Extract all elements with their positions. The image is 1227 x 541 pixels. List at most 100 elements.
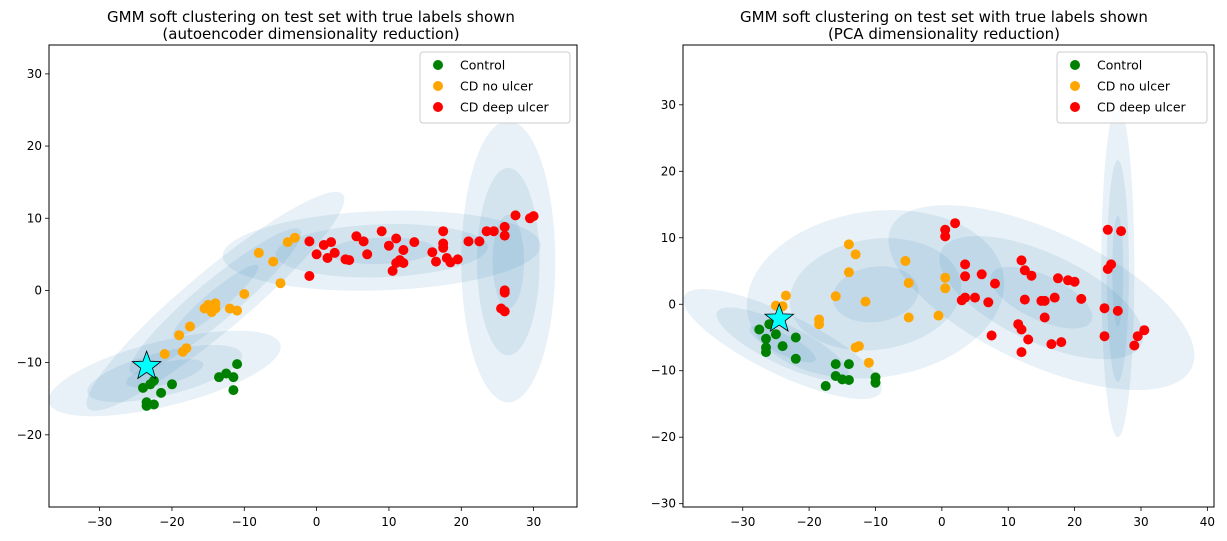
data-point xyxy=(1139,325,1150,336)
y-tick-label: −10 xyxy=(17,356,42,370)
data-point xyxy=(304,236,315,247)
legend: Control CD no ulcer CD deep ulcer xyxy=(419,51,571,124)
gmm-ellipse xyxy=(1106,160,1129,382)
chart-subtitle: (autoencoder dimensionality reduction) xyxy=(162,25,459,43)
data-point xyxy=(850,249,861,260)
gmm-ellipse xyxy=(832,266,919,323)
chart-subtitle: (PCA dimensionality reduction) xyxy=(828,25,1060,43)
pca-panel: GMM soft clustering on test set with tru… xyxy=(651,8,1215,529)
x-tick-label: 30 xyxy=(1133,515,1148,529)
data-point xyxy=(1016,255,1027,266)
data-point xyxy=(431,256,441,267)
data-point xyxy=(409,237,420,248)
gmm-ellipse xyxy=(1112,215,1124,327)
data-point xyxy=(499,287,510,298)
legend-label: CD no ulcer xyxy=(460,79,534,94)
data-point xyxy=(326,237,337,248)
data-point xyxy=(754,324,765,335)
data-point xyxy=(358,236,369,247)
legend: Control CD no ulcer CD deep ulcer xyxy=(1056,51,1208,124)
y-tick-label: 0 xyxy=(34,283,42,297)
data-point xyxy=(499,230,510,241)
data-point xyxy=(510,210,521,221)
legend-box xyxy=(1056,51,1208,124)
data-point xyxy=(528,211,539,222)
data-point xyxy=(853,341,864,352)
data-point xyxy=(1016,324,1027,335)
data-point xyxy=(960,292,971,303)
data-point xyxy=(167,379,177,390)
data-point xyxy=(940,283,951,294)
gmm-ellipse xyxy=(1101,104,1135,438)
y-tick-label: −20 xyxy=(651,430,676,444)
data-point xyxy=(391,233,402,244)
x-tick-label: 20 xyxy=(1067,515,1082,529)
data-point xyxy=(970,292,980,303)
y-tick-label: 10 xyxy=(661,231,676,245)
data-point xyxy=(863,357,874,368)
data-point xyxy=(1039,312,1050,323)
data-point xyxy=(463,236,474,247)
y-tick-label: 30 xyxy=(661,98,676,112)
data-point xyxy=(1116,226,1127,237)
data-point xyxy=(761,347,771,358)
data-point xyxy=(960,259,971,270)
data-point xyxy=(210,298,221,309)
data-point xyxy=(933,310,944,321)
data-point xyxy=(228,385,239,396)
data-point xyxy=(438,226,449,237)
data-point xyxy=(427,247,438,258)
x-tick-label: 20 xyxy=(454,515,469,529)
data-point xyxy=(1023,334,1034,345)
x-tick-label: 0 xyxy=(938,515,946,529)
legend-box xyxy=(419,51,571,124)
centroid-star-marker xyxy=(131,350,163,380)
data-point xyxy=(820,381,831,391)
x-tick-label: −20 xyxy=(159,515,184,529)
data-point xyxy=(870,377,881,388)
legend-label: CD deep ulcer xyxy=(1097,100,1187,115)
data-point xyxy=(830,359,841,370)
data-point xyxy=(304,271,315,281)
data-point xyxy=(986,330,997,341)
y-tick-label: −30 xyxy=(651,497,676,511)
data-point xyxy=(830,291,841,302)
y-tick-label: −20 xyxy=(17,428,42,442)
data-point xyxy=(398,245,409,255)
data-point xyxy=(481,226,492,237)
data-point xyxy=(488,226,499,237)
data-point xyxy=(351,231,362,242)
x-tick-label: 0 xyxy=(313,515,321,529)
data-point xyxy=(322,253,333,263)
data-point xyxy=(148,399,159,410)
y-tick-label: 30 xyxy=(27,67,42,81)
data-point xyxy=(438,242,449,253)
data-point xyxy=(159,349,170,359)
gmm-ellipse xyxy=(49,330,281,417)
data-point xyxy=(1132,331,1143,342)
autoencoder-panel: GMM soft clustering on test set with tru… xyxy=(17,8,578,529)
x-tick-label: 10 xyxy=(381,515,396,529)
y-tick-label: 20 xyxy=(661,164,676,178)
data-point xyxy=(780,290,791,301)
data-point xyxy=(156,387,167,398)
data-point xyxy=(903,278,914,288)
data-point xyxy=(329,247,340,258)
data-point xyxy=(344,255,355,266)
data-point xyxy=(790,353,801,364)
legend-label: CD deep ulcer xyxy=(460,100,550,115)
data-point xyxy=(499,306,510,317)
x-tick-label: −30 xyxy=(87,515,112,529)
data-point xyxy=(383,240,394,251)
gmm-ellipses xyxy=(49,120,556,417)
data-point xyxy=(990,278,1000,289)
data-point xyxy=(174,330,185,341)
data-point xyxy=(843,267,854,278)
data-point xyxy=(950,218,961,229)
y-tick-label: 0 xyxy=(668,297,676,311)
legend-label: Control xyxy=(460,58,505,73)
data-point xyxy=(1039,295,1050,306)
data-point xyxy=(253,247,264,258)
data-point xyxy=(228,372,239,383)
